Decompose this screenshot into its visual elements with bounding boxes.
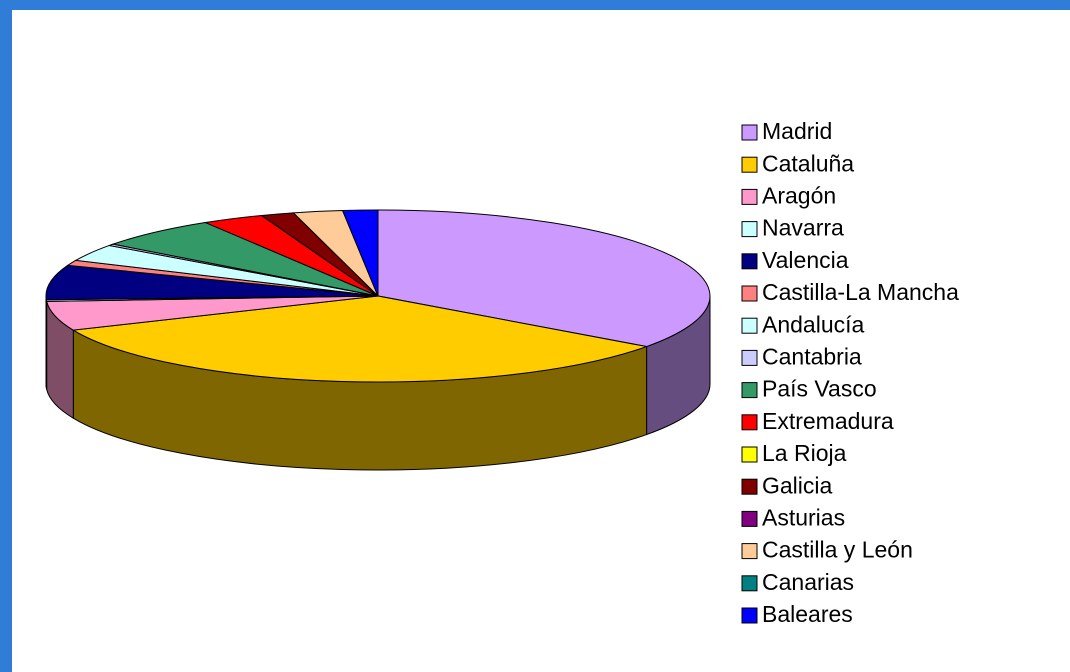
legend-swatch (741, 607, 758, 624)
legend-label: País Vasco (762, 376, 877, 402)
legend-swatch (741, 510, 758, 527)
legend-label: Cantabria (762, 343, 862, 369)
legend-label: Andalucía (762, 311, 865, 337)
legend-swatch (741, 156, 758, 173)
legend-label: Madrid (762, 118, 832, 144)
legend-swatch (741, 317, 758, 334)
legend-label: Cataluña (762, 150, 854, 176)
legend-label: Canarias (762, 569, 854, 595)
legend-label: Castilla-La Mancha (762, 279, 959, 305)
legend-swatch (741, 382, 758, 399)
chart: Madrid Cataluña Aragón Navarra Valencia Casti… (12, 10, 1070, 672)
legend-swatch (741, 543, 758, 560)
legend-swatch (741, 124, 758, 141)
pie-slice (341, 209, 379, 297)
legend-swatch (741, 221, 758, 238)
pie-slice (377, 209, 711, 348)
legend-label: Galicia (762, 472, 833, 498)
legend-label: Navarra (762, 215, 844, 241)
legend-swatch (741, 349, 758, 366)
legend-label: La Rioja (762, 440, 847, 466)
legend-swatch (741, 478, 758, 495)
legend-swatch (741, 285, 758, 302)
pie-slice (71, 295, 649, 383)
legend-label: Valencia (762, 247, 849, 273)
legend-swatch (741, 446, 758, 463)
legend-swatch (741, 253, 758, 270)
legend-label: Baleares (762, 601, 853, 627)
legend-label: Aragón (762, 182, 836, 208)
legend-swatch (741, 188, 758, 205)
legend-label: Castilla y León (762, 537, 913, 563)
legend-label: Extremadura (762, 408, 894, 434)
legend-swatch (741, 575, 758, 592)
legend-swatch (741, 414, 758, 431)
legend-label: Asturias (762, 504, 845, 530)
pie-slice (45, 264, 379, 301)
pie-slice (111, 222, 379, 297)
